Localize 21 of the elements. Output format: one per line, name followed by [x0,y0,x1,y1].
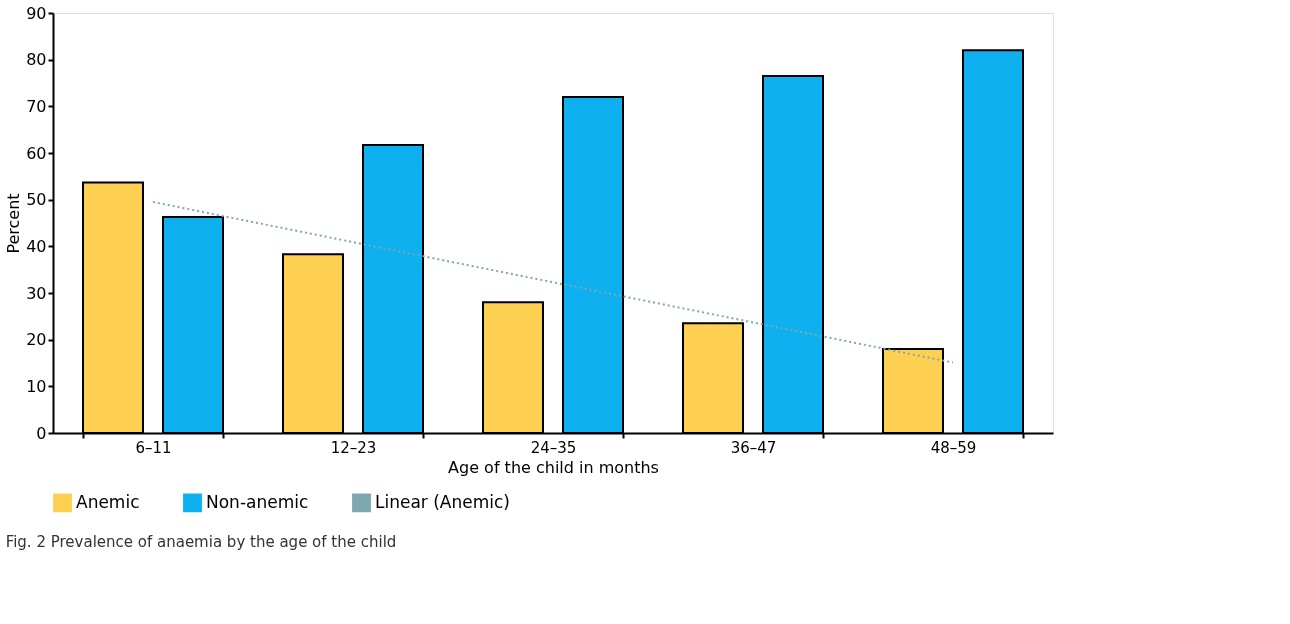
caption: Fig. 2 Prevalence of anaemia by the age of the child [5,533,397,551]
x-tick-label: 24–35 [530,438,577,457]
y-tick-label: 10 [26,376,47,396]
y-tick-label: 70 [26,96,47,116]
y-tick-label: 40 [26,236,47,256]
legend-label: Non-anemic [206,491,309,512]
y-tick-label: 60 [26,143,47,163]
y-tick-label: 20 [26,330,47,350]
x-tick-label: 12–23 [330,438,377,457]
x-tick-label: 6–11 [135,438,172,457]
y-tick-label: 30 [26,283,47,303]
y-tick-label: 80 [26,50,47,70]
legend-label: Anemic [76,491,140,512]
x-tick-label: 36–47 [730,438,777,457]
y-tick-label: 90 [26,3,47,23]
y-tick-label: 50 [26,190,47,210]
y-axis-title: Percent [4,193,24,254]
x-tick-label: 48–59 [930,438,977,457]
y-tick-label: 0 [36,423,47,443]
legend-label: Linear (Anemic) [375,491,510,512]
x-axis-title: Age of the child in months [448,457,659,477]
